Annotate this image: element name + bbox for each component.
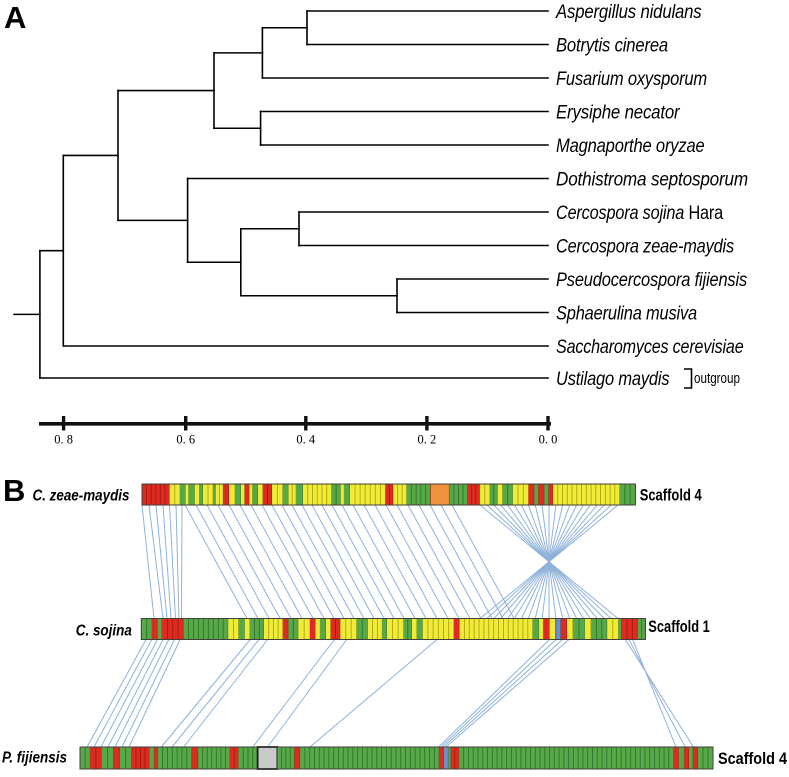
svg-text:outgroup: outgroup (694, 371, 740, 387)
svg-text:B: B (3, 473, 25, 508)
svg-text:Scaffold 4: Scaffold 4 (640, 487, 703, 505)
svg-text:Sphaerulina musiva: Sphaerulina musiva (556, 303, 697, 325)
svg-text:0. 0: 0. 0 (539, 433, 558, 447)
svg-text:0. 4: 0. 4 (296, 433, 316, 447)
svg-text:Magnaporthe oryzae: Magnaporthe oryzae (556, 135, 705, 157)
svg-text:Botrytis cinerea: Botrytis cinerea (556, 35, 668, 57)
svg-text:Aspergillus nidulans: Aspergillus nidulans (555, 1, 702, 23)
svg-text:A: A (4, 0, 26, 35)
svg-text:Fusarium oxysporum: Fusarium oxysporum (556, 68, 707, 90)
svg-text:Ustilago maydis: Ustilago maydis (556, 368, 670, 390)
svg-text:0. 8: 0. 8 (54, 433, 73, 447)
svg-text:Scaffold 4: Scaffold 4 (718, 750, 788, 768)
svg-text:Cercospora sojina Hara: Cercospora sojina Hara (556, 202, 723, 224)
svg-text:Saccharomyces cerevisiae: Saccharomyces cerevisiae (556, 336, 744, 358)
svg-text:C. zeae-maydis: C. zeae-maydis (33, 488, 130, 505)
svg-text:Cercospora zeae-maydis: Cercospora zeae-maydis (556, 236, 734, 258)
svg-text:Erysiphe necator: Erysiphe necator (556, 102, 681, 124)
svg-text:Pseudocercospora fijiensis: Pseudocercospora fijiensis (556, 269, 747, 291)
svg-text:0. 6: 0. 6 (176, 433, 195, 447)
svg-text:P. fijiensis: P. fijiensis (2, 750, 67, 767)
svg-text:Dothistroma septosporum: Dothistroma septosporum (556, 169, 748, 191)
svg-text:0. 2: 0. 2 (418, 433, 437, 447)
svg-text:Scaffold 1: Scaffold 1 (648, 618, 710, 636)
svg-text:C. sojina: C. sojina (76, 623, 132, 640)
